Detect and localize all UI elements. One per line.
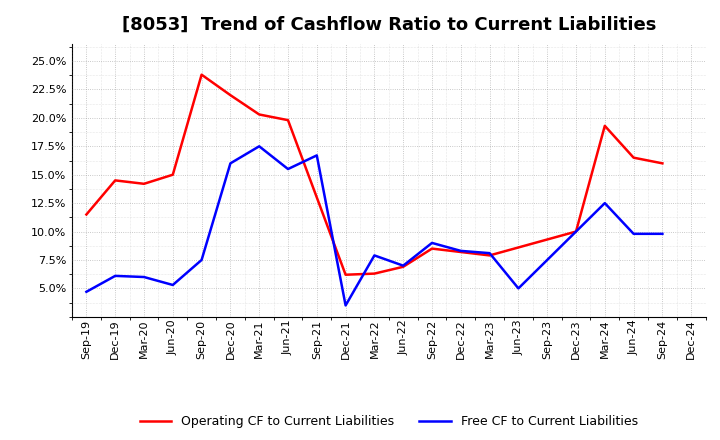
Operating CF to Current Liabilities: [255, 112, 264, 117]
Operating CF to Current Liabilities: [82, 212, 91, 217]
Operating CF to Current Liabilities: [168, 172, 177, 177]
Free CF to Current Liabilities: [284, 166, 292, 172]
Free CF to Current Liabilities: [600, 201, 609, 206]
Operating CF to Current Liabilities: [341, 272, 350, 277]
Operating CF to Current Liabilities: [572, 229, 580, 234]
Free CF to Current Liabilities: [428, 240, 436, 246]
Free CF to Current Liabilities: [370, 253, 379, 258]
Operating CF to Current Liabilities: [485, 253, 494, 258]
Free CF to Current Liabilities: [658, 231, 667, 236]
Operating CF to Current Liabilities: [456, 249, 465, 255]
Operating CF to Current Liabilities: [370, 271, 379, 276]
Operating CF to Current Liabilities: [140, 181, 148, 187]
Free CF to Current Liabilities: [82, 289, 91, 294]
Line: Operating CF to Current Liabilities: Operating CF to Current Liabilities: [86, 75, 662, 275]
Legend: Operating CF to Current Liabilities, Free CF to Current Liabilities: Operating CF to Current Liabilities, Fre…: [135, 411, 643, 433]
Free CF to Current Liabilities: [341, 303, 350, 308]
Free CF to Current Liabilities: [456, 248, 465, 253]
Free CF to Current Liabilities: [514, 286, 523, 291]
Free CF to Current Liabilities: [312, 153, 321, 158]
Line: Free CF to Current Liabilities: Free CF to Current Liabilities: [86, 146, 662, 305]
Free CF to Current Liabilities: [140, 275, 148, 280]
Operating CF to Current Liabilities: [600, 123, 609, 128]
Free CF to Current Liabilities: [629, 231, 638, 236]
Free CF to Current Liabilities: [111, 273, 120, 279]
Operating CF to Current Liabilities: [226, 92, 235, 98]
Operating CF to Current Liabilities: [428, 246, 436, 251]
Free CF to Current Liabilities: [485, 250, 494, 256]
Free CF to Current Liabilities: [168, 282, 177, 288]
Free CF to Current Liabilities: [226, 161, 235, 166]
Title: [8053]  Trend of Cashflow Ratio to Current Liabilities: [8053] Trend of Cashflow Ratio to Curren…: [122, 16, 656, 34]
Operating CF to Current Liabilities: [399, 264, 408, 269]
Free CF to Current Liabilities: [399, 263, 408, 268]
Free CF to Current Liabilities: [197, 257, 206, 263]
Operating CF to Current Liabilities: [111, 178, 120, 183]
Operating CF to Current Liabilities: [284, 117, 292, 123]
Operating CF to Current Liabilities: [197, 72, 206, 77]
Operating CF to Current Liabilities: [658, 161, 667, 166]
Free CF to Current Liabilities: [255, 143, 264, 149]
Operating CF to Current Liabilities: [629, 155, 638, 160]
